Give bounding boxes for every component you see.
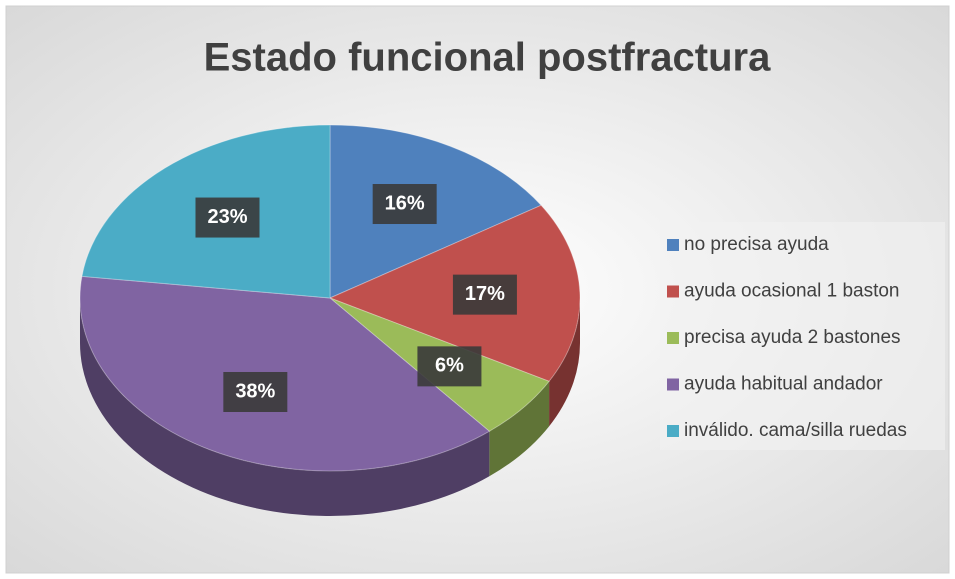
legend-label: precisa ayuda 2 bastones: [684, 327, 901, 348]
legend-label: inválido. cama/silla ruedas: [684, 420, 907, 441]
data-label-box: [223, 371, 288, 412]
data-label-box: [195, 197, 260, 238]
data-label: 38%: [235, 380, 275, 402]
legend-background: [660, 222, 945, 450]
legend-label: no precisa ayuda: [684, 234, 829, 255]
legend-swatch: [667, 285, 679, 298]
pie-slice-side: [489, 381, 550, 477]
data-label-box: [417, 346, 482, 387]
data-label: 17%: [465, 283, 505, 305]
legend-swatch: [667, 332, 679, 344]
legend-swatch: [667, 239, 679, 251]
data-label-box: [452, 274, 517, 315]
data-label: 6%: [435, 355, 464, 377]
chart-title: Estado funcional postfractura: [204, 36, 771, 80]
data-label: 16%: [385, 192, 425, 214]
legend-swatch: [667, 425, 679, 437]
legend-label: ayuda ocasional 1 baston: [684, 281, 900, 302]
pie-slice-side: [80, 298, 490, 516]
legend-swatch: [667, 378, 679, 391]
data-label: 23%: [207, 206, 247, 228]
data-label-box: [372, 184, 437, 225]
pie-slice-side: [549, 298, 580, 427]
legend-label: ayuda habitual andador: [684, 374, 883, 395]
